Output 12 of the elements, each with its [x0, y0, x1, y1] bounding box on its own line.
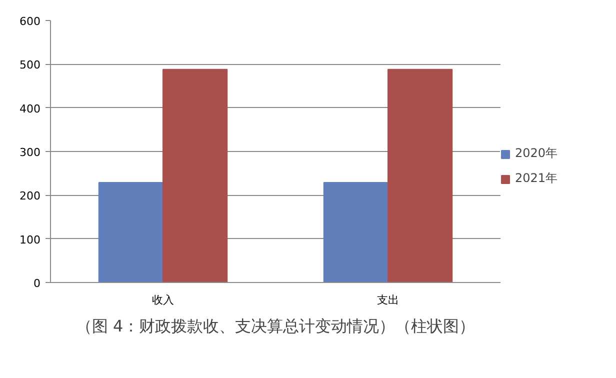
- x-tick-label: 收入: [152, 294, 174, 306]
- y-tick-label: 200: [20, 190, 41, 203]
- text: （图 4：财政拨款收、支决算总计变动情况）（柱状图）: [76, 316, 476, 336]
- x-tick-label: 支出: [377, 294, 399, 306]
- y-tick-label: 600: [20, 15, 41, 28]
- legend-label: 2021年: [515, 170, 558, 187]
- y-tick-label: 500: [20, 58, 41, 72]
- y-tick-label: 0: [34, 277, 40, 290]
- y-tick-label: 100: [20, 233, 41, 246]
- y-tick-label: 300: [20, 146, 41, 159]
- legend-label: 2020年: [515, 145, 558, 162]
- y-tick-label: 400: [20, 102, 41, 116]
